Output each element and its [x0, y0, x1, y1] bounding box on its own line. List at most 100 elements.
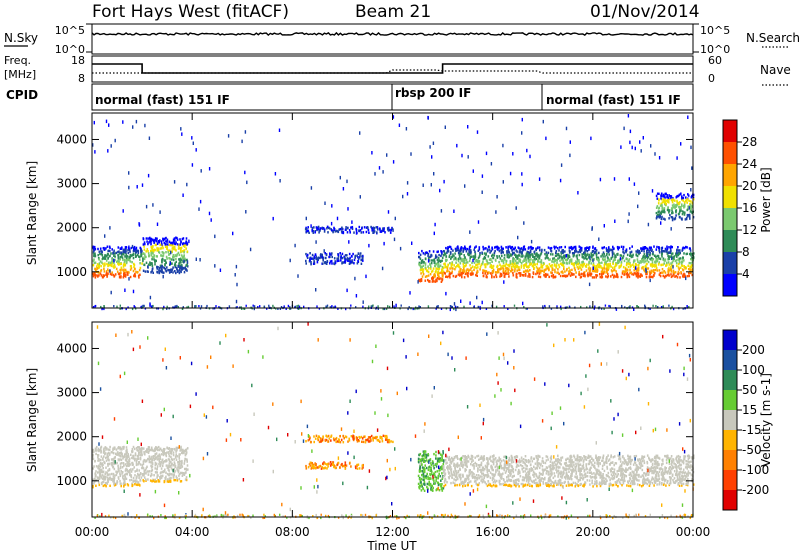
echo-point — [160, 475, 162, 478]
echo-point — [422, 457, 425, 460]
echo-point — [622, 248, 624, 251]
echo-point — [308, 463, 311, 466]
echo-point — [625, 248, 628, 251]
echo-point — [674, 275, 676, 278]
echo-point — [671, 218, 674, 222]
echo-point — [433, 467, 435, 470]
echo-point — [640, 247, 642, 250]
echo-point — [382, 170, 384, 174]
echo-point — [155, 462, 158, 466]
echo-point — [509, 270, 512, 273]
echo-point — [453, 209, 455, 213]
echo-point — [435, 454, 437, 457]
echo-point — [325, 305, 327, 308]
echo-point — [467, 275, 469, 278]
echo-point — [382, 434, 385, 437]
echo-point — [335, 438, 337, 441]
echo-point — [368, 243, 370, 248]
echo-point — [533, 260, 535, 264]
echo-point — [419, 306, 421, 309]
echo-point — [451, 267, 453, 270]
echo-point — [101, 474, 104, 477]
echo-point — [154, 243, 157, 247]
echo-point — [668, 211, 670, 214]
echo-point — [422, 271, 424, 274]
echo-point — [575, 255, 578, 258]
echo-point — [468, 253, 471, 257]
echo-point — [479, 265, 482, 268]
echo-point — [620, 263, 623, 266]
echo-point — [628, 262, 631, 266]
echo-point — [691, 256, 693, 259]
echo-point — [430, 487, 432, 491]
echo-point — [180, 246, 182, 250]
echo-point — [323, 228, 326, 231]
echo-point — [279, 179, 281, 183]
echo-point — [575, 250, 578, 253]
echo-point — [541, 269, 544, 272]
echo-point — [184, 242, 186, 245]
echo-point — [612, 266, 614, 269]
echo-point — [657, 215, 660, 218]
echo-point — [632, 253, 634, 256]
echo-point — [636, 268, 639, 271]
echo-point — [477, 260, 480, 264]
echo-point — [318, 465, 321, 468]
echo-point — [499, 272, 502, 275]
echo-point — [584, 256, 587, 260]
echo-point — [97, 466, 99, 470]
echo-point — [176, 468, 179, 472]
echo-point — [386, 436, 388, 439]
echo-point — [136, 249, 138, 253]
echo-point — [98, 458, 100, 461]
echo-point — [164, 245, 167, 248]
echo-point — [159, 457, 162, 461]
echo-point — [361, 437, 364, 440]
colorbar-tick-label: 24 — [742, 157, 757, 171]
echo-point — [172, 475, 175, 479]
echo-point — [689, 247, 691, 250]
echo-point — [183, 259, 185, 264]
echo-point — [544, 252, 546, 256]
echo-point — [519, 260, 522, 263]
echo-point — [675, 259, 678, 262]
echo-point — [310, 440, 312, 444]
echo-point — [131, 448, 134, 451]
echo-point — [382, 227, 384, 230]
echo-point — [595, 249, 598, 252]
echo-point — [670, 256, 673, 261]
echo-point — [538, 254, 540, 257]
echo-point — [500, 249, 502, 252]
echo-point — [671, 212, 673, 215]
echo-point — [151, 238, 154, 241]
echo-point — [356, 463, 358, 467]
echo-point — [522, 260, 524, 263]
echo-point — [471, 270, 473, 273]
echo-point — [166, 240, 168, 243]
echo-point — [158, 480, 161, 483]
echo-point — [183, 249, 186, 252]
echo-point — [119, 255, 122, 259]
echo-point — [460, 272, 462, 275]
echo-point — [161, 265, 163, 268]
echo-point — [683, 259, 685, 262]
echo-point — [457, 251, 460, 255]
echo-point — [327, 434, 330, 438]
echo-point — [418, 470, 421, 473]
echo-point — [547, 246, 550, 249]
echo-point — [655, 259, 657, 262]
echo-point — [590, 136, 592, 141]
echo-point — [141, 464, 144, 467]
echo-point — [125, 446, 128, 449]
echo-point — [521, 182, 523, 187]
echo-point — [177, 265, 180, 268]
echo-point — [129, 471, 131, 474]
echo-point — [147, 478, 149, 481]
echo-point — [169, 449, 171, 453]
echo-point — [98, 262, 101, 265]
echo-point — [420, 278, 423, 281]
echo-point — [97, 454, 99, 457]
echo-point — [108, 453, 111, 456]
echo-point — [623, 259, 626, 263]
echo-point — [464, 272, 467, 276]
